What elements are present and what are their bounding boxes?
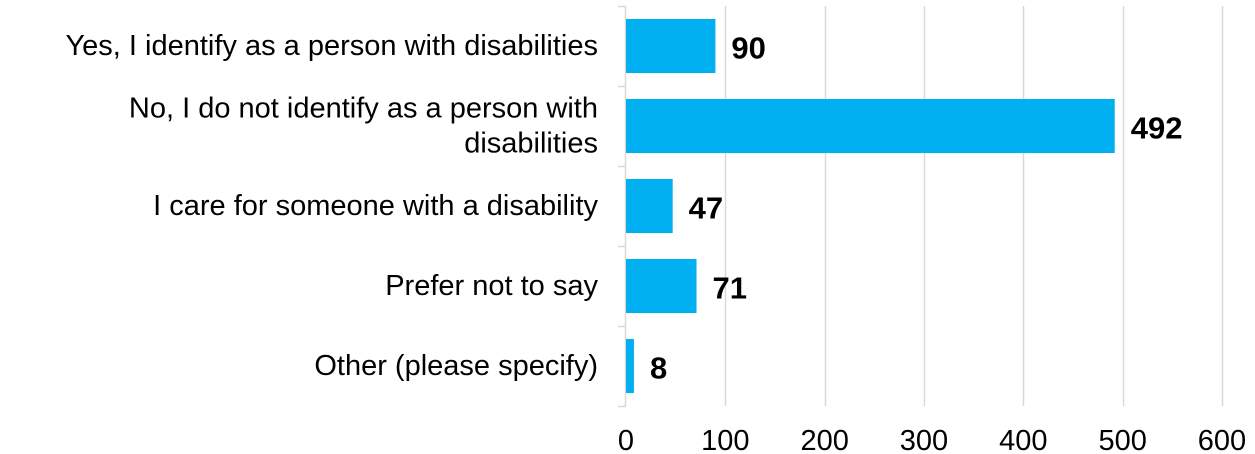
category-label-line: No, I do not identify as a person with	[129, 93, 598, 125]
category-label-line: Other (please specify)	[314, 350, 598, 382]
category-label-line: Prefer not to say	[385, 270, 598, 302]
bar	[626, 19, 716, 73]
tick-label: 400	[999, 425, 1047, 454]
bar	[626, 259, 697, 313]
category-label: No, I do not identify as a person with di…	[129, 93, 598, 160]
category-label-line: disabilities	[464, 128, 598, 160]
bar	[626, 339, 634, 393]
tick-label: 500	[1098, 425, 1146, 454]
category-label: Other (please specify)	[314, 350, 598, 382]
tick-label: 600	[1198, 425, 1246, 454]
value-labels: 90 492 47 71 8	[650, 31, 1183, 386]
value-axis: 0 100 200 300 400 500 600	[618, 425, 1246, 454]
tick-label: 300	[900, 425, 948, 454]
gridlines	[724, 6, 1224, 406]
tick-label: 0	[618, 425, 634, 454]
data-label: 71	[713, 271, 747, 306]
category-labels: Yes, I identify as a person with disabil…	[66, 30, 599, 382]
bar	[626, 179, 673, 233]
tick-label: 100	[701, 425, 749, 454]
category-label-line: Yes, I identify as a person with disabil…	[66, 30, 599, 62]
bar	[626, 99, 1115, 153]
tick-label: 200	[800, 425, 848, 454]
category-label-line: I care for someone with a disability	[153, 190, 598, 222]
data-label: 8	[650, 351, 667, 386]
category-label: Prefer not to say	[385, 270, 598, 302]
category-label: Yes, I identify as a person with disabil…	[66, 30, 599, 62]
category-label: I care for someone with a disability	[153, 190, 598, 222]
data-label: 47	[689, 191, 723, 226]
bars	[626, 19, 1115, 393]
data-label: 492	[1131, 111, 1183, 146]
category-axis	[618, 5, 627, 408]
data-label: 90	[731, 31, 765, 66]
